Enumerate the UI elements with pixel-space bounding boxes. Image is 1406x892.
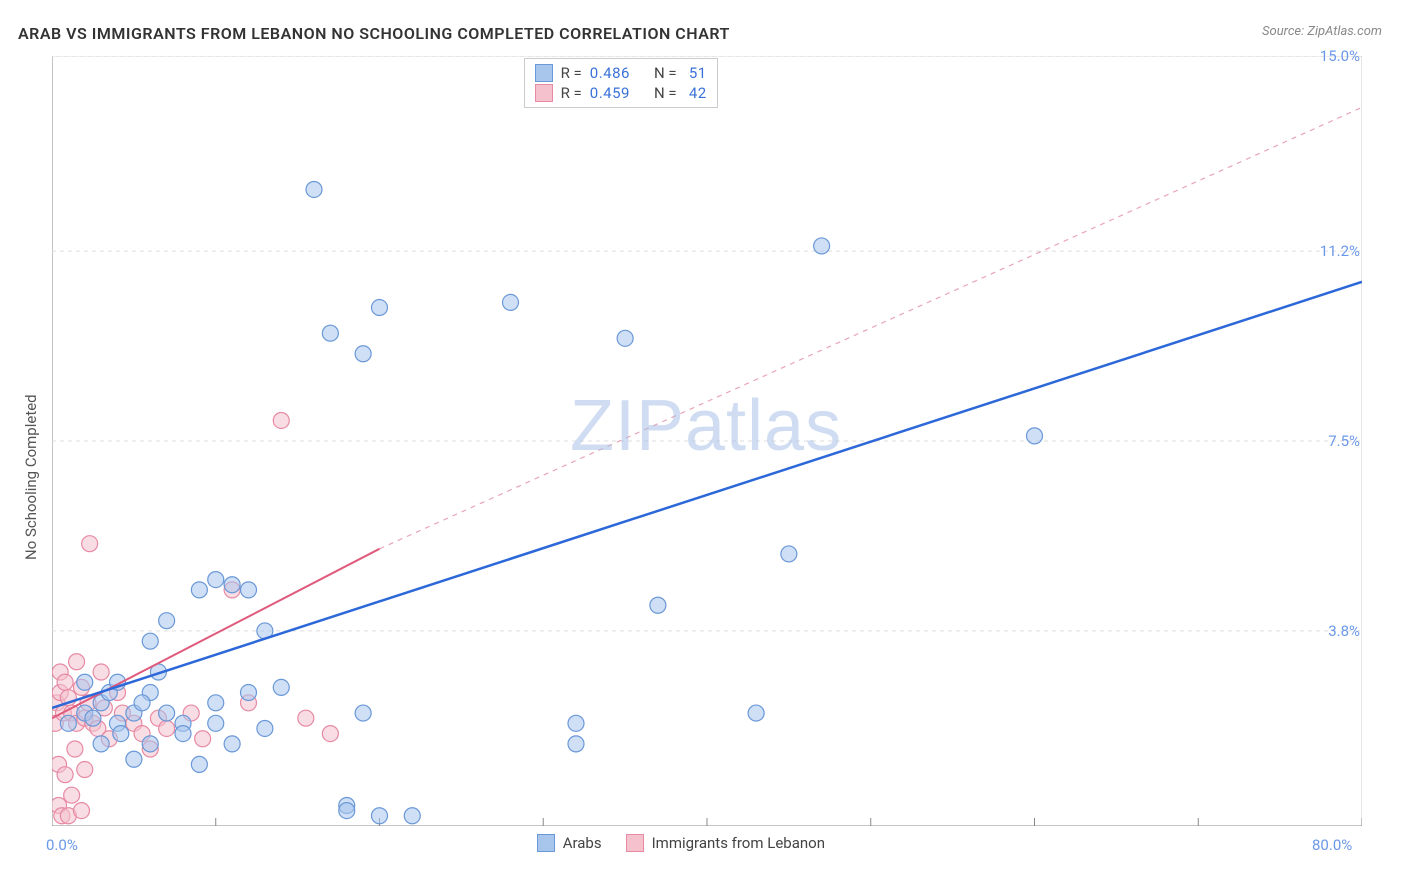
legend-swatch [626,834,644,852]
y-axis-label: No Schooling Completed [22,394,40,560]
xtick-max: 80.0% [1312,836,1352,854]
ytick-label: 3.8% [1300,622,1360,640]
stat-legend-row: R = 0.459 N = 42 [535,83,707,103]
series-legend: Arabs Immigrants from Lebanon [537,834,825,852]
series-label: Arabs [563,834,602,852]
n-label: N = [654,84,677,102]
series-label: Immigrants from Lebanon [652,834,825,852]
n-value: 51 [685,64,707,82]
watermark: ZIPatlas [570,385,842,467]
series-legend-item: Immigrants from Lebanon [626,834,825,852]
source-label: Source: ZipAtlas.com [1262,24,1382,39]
series-legend-item: Arabs [537,834,602,852]
ytick-label: 15.0% [1300,47,1360,65]
ytick-label: 11.2% [1300,242,1360,260]
legend-swatch [537,834,555,852]
stat-legend-row: R = 0.486 N = 51 [535,63,707,83]
ytick-label: 7.5% [1300,432,1360,450]
legend-swatch [535,84,553,102]
r-label: R = [561,84,582,102]
xtick-min: 0.0% [46,836,78,854]
stat-legend: R = 0.486 N = 51 R = 0.459 N = 42 [524,58,718,108]
legend-swatch [535,64,553,82]
chart-title: ARAB VS IMMIGRANTS FROM LEBANON NO SCHOO… [18,24,730,43]
n-label: N = [654,64,677,82]
r-value: 0.486 [590,64,630,82]
r-value: 0.459 [590,84,630,102]
n-value: 42 [685,84,707,102]
r-label: R = [561,64,582,82]
